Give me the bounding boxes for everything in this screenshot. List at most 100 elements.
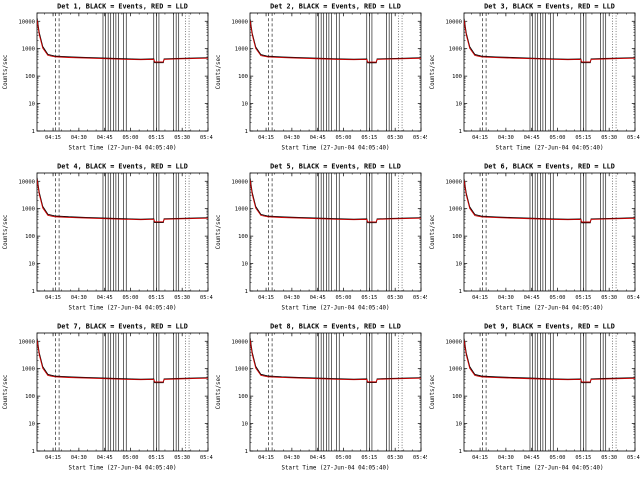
svg-text:100: 100 [238, 74, 248, 80]
chart-panel-det-6: 1 10 100 1000 10000 04:15 04:30 04:45 05:00 05:15… [427, 160, 640, 320]
chart-panel-det-4: 1 10 100 1000 10000 04:15 04:30 04:45 05:00 05:15… [0, 160, 213, 320]
svg-text:05:30: 05:30 [388, 295, 404, 301]
series-lld [250, 339, 422, 383]
svg-text:10: 10 [455, 422, 462, 428]
chart-svg: 1 10 100 1000 10000 04:15 04:30 04:45 05:00 05:15… [430, 162, 640, 311]
svg-text:04:15: 04:15 [258, 135, 274, 141]
chart-title: Det 9, BLACK = Events, RED = LLD [484, 322, 615, 330]
svg-text:10: 10 [28, 262, 35, 268]
svg-text:05:30: 05:30 [601, 455, 617, 461]
y-axis-label: Counts/sec [3, 215, 9, 250]
x-axis-label: Start Time (27-Jun-04 04:05:40) [69, 145, 177, 151]
chart-series-group [463, 178, 635, 224]
series-events [463, 178, 635, 224]
svg-text:10000: 10000 [445, 179, 462, 185]
svg-text:05:15: 05:15 [362, 455, 378, 461]
series-lld [463, 340, 635, 383]
svg-text:10000: 10000 [18, 339, 35, 345]
series-lld [250, 180, 422, 223]
svg-text:05:15: 05:15 [362, 295, 378, 301]
svg-text:05:15: 05:15 [362, 135, 378, 141]
chart-title: Det 5, BLACK = Events, RED = LLD [270, 162, 401, 170]
svg-text:04:15: 04:15 [472, 295, 488, 301]
svg-text:04:30: 04:30 [284, 455, 300, 461]
x-axis-label: Start Time (27-Jun-04 04:05:40) [69, 466, 177, 472]
chart-panel-det-7: 1 10 100 1000 10000 04:15 04:30 04:45 05:00 05:15… [0, 320, 213, 480]
series-events [36, 177, 208, 224]
svg-text:04:30: 04:30 [71, 135, 87, 141]
svg-text:04:15: 04:15 [258, 295, 274, 301]
series-lld [463, 20, 635, 63]
y-axis-label: Counts/sec [216, 215, 222, 250]
svg-text:05:15: 05:15 [148, 135, 164, 141]
svg-text:05:00: 05:00 [549, 295, 565, 301]
chart-panel-det-8: 1 10 100 1000 10000 04:15 04:30 04:45 05:00 05:15… [213, 320, 426, 480]
svg-text:05:45: 05:45 [200, 135, 213, 141]
chart-panel-det-3: 1 10 100 1000 10000 04:15 04:30 04:45 05:00 05:15… [427, 0, 640, 160]
chart-panel-det-1: 1 10 100 1000 10000 04:15 04:30 04:45 05:00 05:15… [0, 0, 213, 160]
chart-panel-det-9: 1 10 100 1000 10000 04:15 04:30 04:45 05:00 05:15… [427, 320, 640, 480]
svg-text:1: 1 [32, 289, 35, 295]
svg-text:10000: 10000 [18, 179, 35, 185]
chart-title: Det 4, BLACK = Events, RED = LLD [57, 162, 188, 170]
svg-text:04:15: 04:15 [45, 135, 61, 141]
svg-text:05:30: 05:30 [174, 455, 190, 461]
svg-text:05:45: 05:45 [413, 455, 426, 461]
svg-text:1000: 1000 [22, 207, 35, 213]
svg-text:04:45: 04:45 [310, 135, 326, 141]
svg-text:05:15: 05:15 [575, 455, 591, 461]
svg-text:05:15: 05:15 [575, 135, 591, 141]
svg-text:100: 100 [238, 234, 248, 240]
y-axis-label: Counts/sec [3, 375, 9, 410]
svg-text:04:30: 04:30 [71, 455, 87, 461]
svg-text:10000: 10000 [18, 19, 35, 25]
svg-text:04:45: 04:45 [310, 455, 326, 461]
svg-text:05:30: 05:30 [174, 135, 190, 141]
series-lld [36, 179, 208, 223]
chart-title: Det 7, BLACK = Events, RED = LLD [57, 322, 188, 330]
svg-text:04:45: 04:45 [523, 455, 539, 461]
svg-text:05:45: 05:45 [200, 455, 213, 461]
svg-text:100: 100 [452, 74, 462, 80]
svg-text:10: 10 [455, 262, 462, 268]
series-events [36, 338, 208, 384]
svg-text:05:00: 05:00 [549, 135, 565, 141]
svg-text:1: 1 [458, 289, 461, 295]
chart-series-group [36, 18, 208, 64]
svg-text:1000: 1000 [235, 207, 248, 213]
svg-text:04:30: 04:30 [498, 135, 514, 141]
svg-text:05:00: 05:00 [336, 455, 352, 461]
svg-text:10000: 10000 [232, 19, 249, 25]
chart-series-group [463, 338, 635, 384]
svg-text:05:00: 05:00 [123, 295, 139, 301]
svg-text:04:30: 04:30 [498, 295, 514, 301]
svg-text:04:45: 04:45 [523, 135, 539, 141]
svg-text:10000: 10000 [445, 19, 462, 25]
chart-series-group [463, 18, 635, 64]
chart-series-group [250, 337, 422, 384]
svg-text:05:45: 05:45 [627, 135, 640, 141]
svg-text:10: 10 [28, 422, 35, 428]
svg-text:05:15: 05:15 [148, 455, 164, 461]
svg-text:05:30: 05:30 [388, 135, 404, 141]
chart-svg: 1 10 100 1000 10000 04:15 04:30 04:45 05:00 05:15… [216, 2, 426, 151]
svg-text:05:00: 05:00 [123, 135, 139, 141]
svg-text:05:00: 05:00 [336, 295, 352, 301]
svg-text:10: 10 [242, 262, 249, 268]
y-axis-label: Counts/sec [3, 55, 9, 90]
svg-text:05:15: 05:15 [148, 295, 164, 301]
svg-text:05:45: 05:45 [413, 135, 426, 141]
svg-text:04:15: 04:15 [472, 135, 488, 141]
svg-text:04:45: 04:45 [97, 455, 113, 461]
svg-text:1: 1 [245, 449, 248, 455]
svg-text:1: 1 [245, 289, 248, 295]
y-axis-label: Counts/sec [216, 55, 222, 90]
chart-title: Det 2, BLACK = Events, RED = LLD [270, 2, 401, 10]
svg-text:04:15: 04:15 [45, 455, 61, 461]
series-events [463, 18, 635, 64]
chart-svg: 1 10 100 1000 10000 04:15 04:30 04:45 05:00 05:15… [430, 2, 640, 151]
svg-text:1: 1 [458, 129, 461, 135]
chart-svg: 1 10 100 1000 10000 04:15 04:30 04:45 05:00 05:15… [430, 322, 640, 471]
chart-series-group [250, 19, 422, 64]
svg-text:04:30: 04:30 [498, 455, 514, 461]
